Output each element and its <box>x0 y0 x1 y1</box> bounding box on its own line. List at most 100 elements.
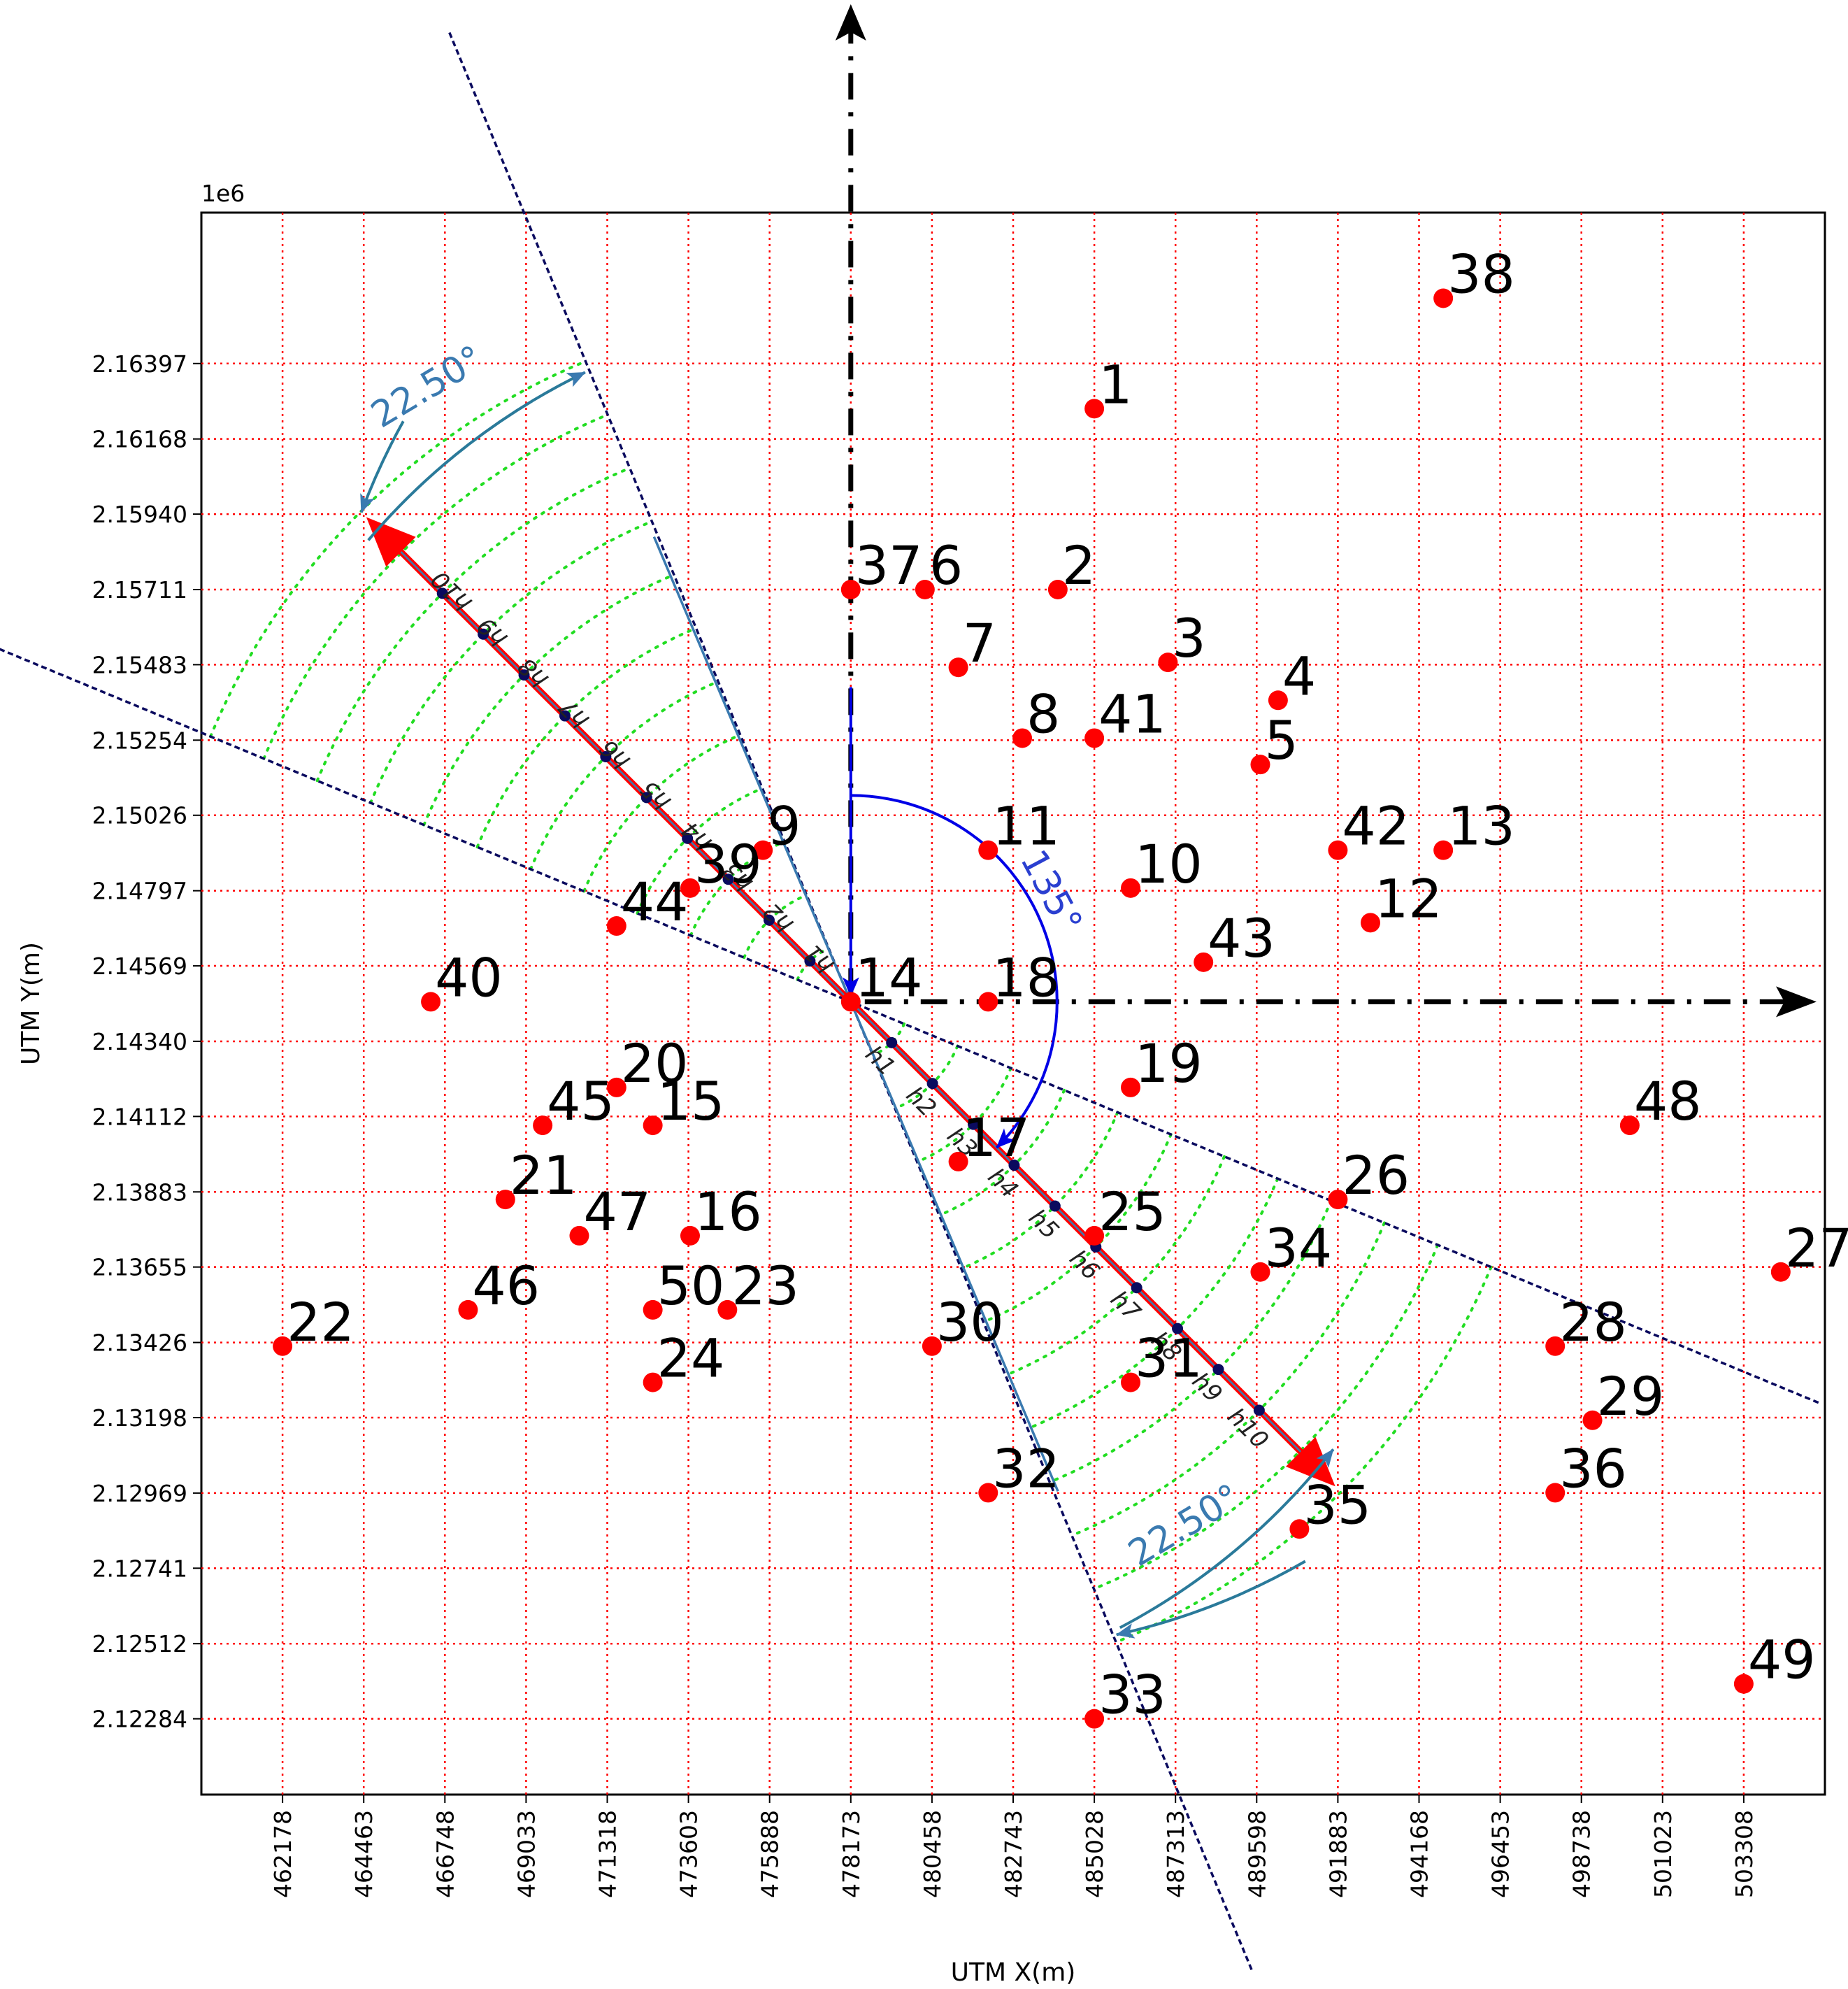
point-38 <box>1433 288 1454 308</box>
point-label-10: 10 <box>1135 833 1203 895</box>
y-tick-label: 2.16168 <box>92 426 187 453</box>
point-18 <box>978 992 998 1012</box>
y-tick-label: 2.15254 <box>92 727 187 754</box>
lag-marker <box>436 587 448 599</box>
angle-bottom-label: 22.50° <box>1122 1476 1248 1575</box>
point-label-14: 14 <box>855 946 923 1008</box>
point-2 <box>1047 579 1068 599</box>
x-tick-label: 498738 <box>1568 1810 1596 1898</box>
point-28 <box>1545 1336 1566 1356</box>
lag-marker <box>804 955 816 967</box>
search-arc <box>1115 1265 1493 1644</box>
search-arc <box>475 627 698 849</box>
point-label-16: 16 <box>694 1181 762 1243</box>
point-label-24: 24 <box>657 1327 725 1390</box>
point-20 <box>606 1077 626 1097</box>
point-label-43: 43 <box>1208 907 1275 969</box>
point-9 <box>753 840 773 860</box>
lag-marker <box>1172 1323 1184 1334</box>
angle-top-label: 22.50° <box>364 338 491 436</box>
point-27 <box>1770 1262 1791 1282</box>
point-label-30: 30 <box>936 1291 1004 1353</box>
lag-marker <box>926 1078 938 1090</box>
point-39 <box>680 878 700 898</box>
search-arc <box>582 733 742 893</box>
point-label-20: 20 <box>621 1032 689 1095</box>
point-label-19: 19 <box>1135 1032 1203 1095</box>
x-tick-label: 494168 <box>1406 1810 1433 1898</box>
search-arc <box>915 1067 1012 1164</box>
point-label-41: 41 <box>1098 683 1166 745</box>
point-50 <box>643 1299 663 1320</box>
point-4 <box>1268 690 1288 711</box>
grid <box>201 213 1825 1795</box>
direction-arrow: h1h1h2h2h3h3h4h4h5h5h6h6h7h7h8h8h9h9h10h… <box>366 517 1335 1487</box>
search-arc <box>368 520 654 804</box>
point-29 <box>1582 1410 1603 1430</box>
point-label-17: 17 <box>963 1106 1031 1169</box>
y-tick-label: 2.13198 <box>92 1404 187 1432</box>
search-arc <box>262 413 610 760</box>
lag-marker <box>600 750 612 762</box>
x-tick-label: 501023 <box>1649 1810 1677 1898</box>
lag-label: h1 <box>798 938 840 979</box>
lag-label: h10 <box>426 565 478 617</box>
point-6 <box>915 579 935 599</box>
y-tick-label: 2.15483 <box>92 651 187 678</box>
bandwidth-line-top <box>652 536 852 1003</box>
lag-label: h7 <box>554 692 595 734</box>
point-34 <box>1250 1262 1270 1282</box>
search-arc <box>1092 1243 1440 1590</box>
bandwidth-line-bottom <box>850 1001 1059 1492</box>
point-label-33: 33 <box>1098 1664 1166 1726</box>
search-arc <box>1004 1155 1226 1377</box>
point-14 <box>840 992 861 1012</box>
point-19 <box>1121 1077 1141 1097</box>
point-label-48: 48 <box>1634 1070 1702 1132</box>
point-label-4: 4 <box>1282 645 1316 707</box>
lag-marker <box>968 1118 980 1130</box>
point-label-31: 31 <box>1135 1327 1203 1390</box>
point-16 <box>680 1225 700 1246</box>
north-arrow-head <box>835 4 866 41</box>
point-label-45: 45 <box>547 1070 615 1132</box>
y-tick-label: 2.13426 <box>92 1329 187 1357</box>
angle-arc-main <box>850 794 1059 1149</box>
lag-marker <box>1131 1282 1143 1294</box>
point-label-28: 28 <box>1559 1291 1627 1353</box>
point-label-49: 49 <box>1748 1629 1816 1691</box>
y-tick-label: 2.15711 <box>92 576 187 604</box>
y-tick-label: 2.12284 <box>92 1706 187 1733</box>
point-label-18: 18 <box>992 946 1060 1008</box>
point-15 <box>643 1115 663 1136</box>
point-33 <box>1084 1709 1105 1729</box>
point-45 <box>533 1115 553 1136</box>
angle-arc-top <box>367 371 586 541</box>
point-label-25: 25 <box>1098 1181 1166 1243</box>
point-3 <box>1158 653 1178 673</box>
axis-arrows <box>835 4 1817 1018</box>
point-label-47: 47 <box>583 1181 651 1243</box>
lag-marker <box>518 669 530 681</box>
lag-marker <box>640 792 652 804</box>
x-tick-label: 482743 <box>1000 1810 1027 1898</box>
x-tick-label: 487313 <box>1162 1810 1189 1898</box>
y-tick-label: 2.15940 <box>92 501 187 528</box>
search-arc <box>1048 1199 1333 1484</box>
x-tick-label: 466748 <box>431 1810 459 1898</box>
point-44 <box>606 916 626 936</box>
point-5 <box>1250 755 1270 775</box>
point-24 <box>643 1372 663 1392</box>
point-label-21: 21 <box>510 1144 578 1206</box>
point-46 <box>458 1299 478 1320</box>
data-points: 1234567891011121314151617181920212223242… <box>273 243 1848 1729</box>
angle-arc-bottom-back <box>1115 1560 1306 1639</box>
lag-label: h5 <box>636 775 677 816</box>
y-tick-label: 2.14569 <box>92 953 187 980</box>
point-label-46: 46 <box>472 1255 540 1317</box>
lag-marker <box>1253 1404 1265 1416</box>
x-tick-label: 478173 <box>838 1810 865 1898</box>
point-10 <box>1121 878 1141 898</box>
point-label-39: 39 <box>694 833 762 895</box>
